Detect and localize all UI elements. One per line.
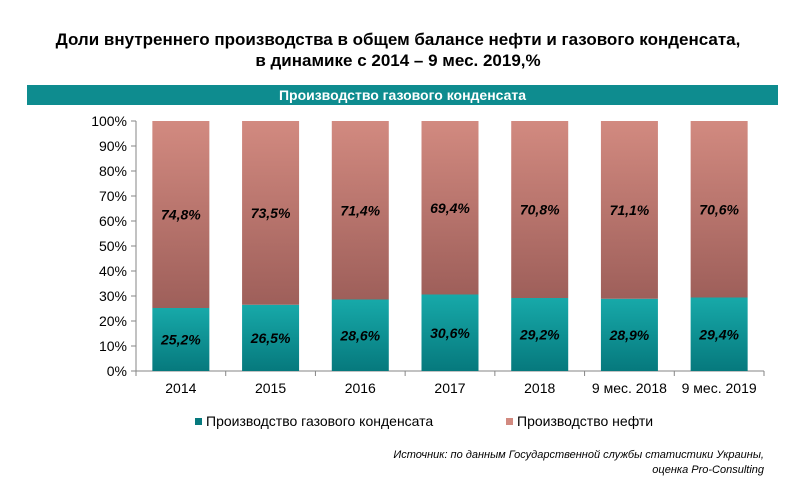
bar-oil: [242, 121, 300, 305]
legend-swatch-oil: [506, 418, 513, 425]
data-label-condensate: 29,4%: [698, 326, 739, 342]
data-label-condensate: 28,9%: [609, 327, 650, 343]
x-tick-label: 2016: [345, 380, 376, 396]
data-label-oil: 74,8%: [161, 207, 201, 223]
chart-banner: Производство газового конденсата: [27, 85, 778, 105]
bar-oil: [600, 121, 658, 299]
bar-oil: [331, 121, 389, 300]
bar-oil: [690, 121, 748, 298]
y-tick-label: 80%: [99, 163, 127, 179]
y-tick-label: 90%: [99, 138, 127, 154]
chart-title-line1: Доли внутреннего производства в общем ба…: [55, 30, 741, 49]
y-tick-label: 20%: [99, 313, 127, 329]
y-tick-label: 100%: [91, 113, 127, 129]
bar-condensate: [242, 304, 300, 371]
x-tick-label: 9 мес. 2018: [592, 380, 667, 396]
bar-condensate: [152, 308, 210, 371]
data-label-oil: 70,8%: [520, 202, 560, 218]
source-line2: оценка Pro-Consulting: [652, 464, 764, 476]
bar-condensate: [331, 299, 389, 371]
data-label-condensate: 29,2%: [519, 327, 560, 343]
source-note: Источник: по данным Государственной служ…: [393, 448, 764, 478]
y-tick-label: 50%: [99, 238, 127, 254]
data-label-oil: 71,1%: [610, 202, 650, 218]
x-tick-label: 2018: [524, 380, 555, 396]
chart-title: Доли внутреннего производства в общем ба…: [0, 29, 796, 71]
bar-condensate: [421, 294, 479, 371]
y-tick-label: 30%: [99, 288, 127, 304]
data-label-oil: 71,4%: [340, 202, 380, 218]
legend-swatch-condensate: [195, 418, 202, 425]
y-tick-label: 40%: [99, 263, 127, 279]
y-tick-label: 0%: [107, 363, 127, 379]
y-tick-label: 70%: [99, 188, 127, 204]
data-label-condensate: 30,6%: [430, 325, 470, 341]
data-label-oil: 73,5%: [251, 205, 291, 221]
bar-condensate: [690, 297, 748, 371]
legend-label-condensate: Производство газового конденсата: [206, 413, 433, 429]
x-tick-label: 2017: [434, 380, 465, 396]
x-tick-label: 2015: [255, 380, 286, 396]
bar-condensate: [600, 298, 658, 371]
data-label-condensate: 26,5%: [250, 330, 291, 346]
source-line1: Источник: по данным Государственной служ…: [393, 449, 764, 461]
bar-oil: [511, 121, 569, 298]
bar-condensate: [511, 298, 569, 371]
data-label-oil: 70,6%: [699, 201, 739, 217]
x-tick-label: 9 мес. 2019: [682, 380, 757, 396]
data-label-oil: 69,4%: [430, 200, 470, 216]
bar-oil: [421, 121, 479, 295]
bar-oil: [152, 121, 210, 308]
y-tick-label: 10%: [99, 338, 127, 354]
y-tick-label: 60%: [99, 213, 127, 229]
data-label-condensate: 28,6%: [339, 327, 380, 343]
chart-title-line2: в динамике с 2014 – 9 мес. 2019,%: [255, 51, 541, 70]
legend-label-oil: Производство нефти: [517, 413, 653, 429]
x-tick-label: 2014: [165, 380, 196, 396]
data-label-condensate: 25,2%: [160, 332, 201, 348]
